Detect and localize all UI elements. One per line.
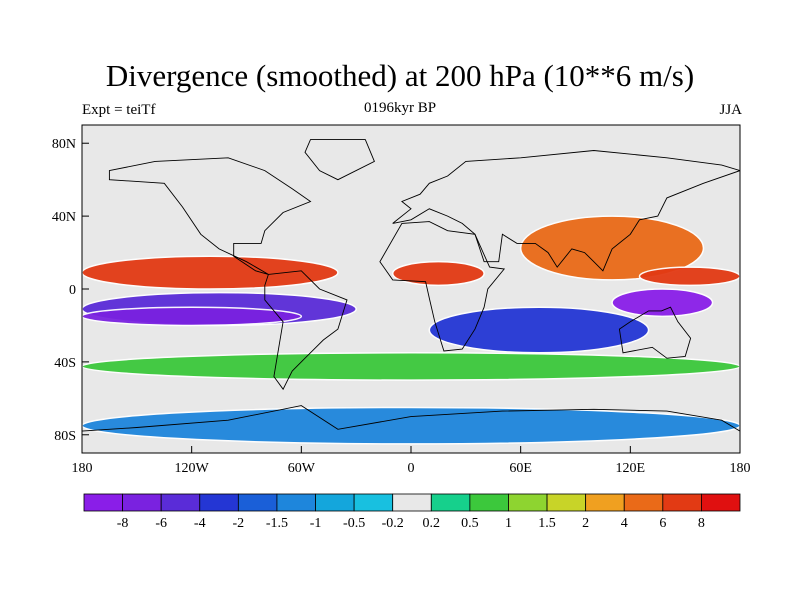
colorbar-label: -0.5 xyxy=(343,516,365,531)
colorbar-swatch-7 xyxy=(353,493,394,512)
x-tick-label: 120E xyxy=(616,461,646,476)
region-1 xyxy=(82,306,303,327)
region-5 xyxy=(519,215,705,281)
x-tick-label: 60W xyxy=(288,461,316,476)
colorbar-swatch-1 xyxy=(122,493,162,512)
colorbar-label: -1 xyxy=(310,516,322,531)
y-tick-label: 80S xyxy=(54,429,76,444)
colorbar-label: -2 xyxy=(233,516,245,531)
colorbar-swatch-9 xyxy=(430,493,471,512)
colorbar-swatch-0 xyxy=(83,493,123,512)
colorbar-swatch-8 xyxy=(392,493,432,512)
region-2 xyxy=(82,255,339,290)
x-tick-label: 0 xyxy=(408,461,415,476)
y-tick-label: 40N xyxy=(52,210,76,225)
colorbar-label: -1.5 xyxy=(266,516,288,531)
colorbar-label: -0.2 xyxy=(382,516,404,531)
colorbar-swatch-5 xyxy=(276,493,316,512)
colorbar-label: 1.5 xyxy=(538,516,556,531)
region-8 xyxy=(82,352,740,381)
colorbar-swatch-14 xyxy=(623,493,664,512)
time-label: 0196kyr BP xyxy=(363,100,437,116)
coastline-3 xyxy=(392,150,740,272)
coastline-2 xyxy=(264,270,348,391)
colorbar-label: 8 xyxy=(698,516,705,531)
contour-field xyxy=(82,125,740,453)
colorbar-swatch-3 xyxy=(199,493,239,512)
colorbar-swatch-6 xyxy=(315,493,355,512)
colorbar-label: 1 xyxy=(505,516,512,531)
colorbar-label: 0.5 xyxy=(461,516,479,531)
coastline-4 xyxy=(379,221,506,352)
colorbar-swatch-10 xyxy=(469,493,509,512)
coastline-1 xyxy=(304,139,375,181)
chart-title: Divergence (smoothed) at 200 hPa (10**6 … xyxy=(105,58,695,93)
colorbar-swatch-4 xyxy=(237,493,278,512)
region-7 xyxy=(611,288,714,318)
colorbar-swatch-2 xyxy=(160,493,201,512)
colorbar-swatch-15 xyxy=(662,493,702,512)
colorbar-swatch-11 xyxy=(508,493,548,512)
colorbar-swatch-16 xyxy=(701,493,741,512)
colorbar-label: 0.2 xyxy=(423,516,441,531)
colorbar-label: -4 xyxy=(194,516,206,531)
experiment-label: Expt = teiTf xyxy=(82,102,156,118)
season-label: JJA xyxy=(719,102,742,118)
colorbar-label: 2 xyxy=(582,516,589,531)
colorbar-label: -8 xyxy=(117,516,129,531)
y-tick-label: 40S xyxy=(54,356,76,371)
y-tick-label: 0 xyxy=(69,283,76,298)
region-6 xyxy=(638,266,740,287)
coastline-0 xyxy=(108,157,312,275)
y-tick-label: 80N xyxy=(52,137,76,152)
colorbar: -8 -6 -4 -2 -1.5 -1 -0.5 -0.2 0.2 0.5 1 1.5 2 4 6 8 xyxy=(83,493,741,531)
coastline-6 xyxy=(82,405,740,453)
coastline-5 xyxy=(618,306,692,359)
colorbar-label: -6 xyxy=(155,516,167,531)
colorbar-label: 6 xyxy=(659,516,666,531)
x-tick-label: 180 xyxy=(72,461,93,476)
colorbar-swatch-13 xyxy=(585,493,625,512)
colorbar-swatch-12 xyxy=(546,493,587,512)
axis-ticks: 180 120W 60W 0 60E 120E 180 80N 40N 0 40S 80S xyxy=(52,137,751,476)
x-tick-label: 60E xyxy=(509,461,532,476)
colorbar-label: 4 xyxy=(621,516,628,531)
region-9 xyxy=(82,406,740,445)
region-4 xyxy=(428,306,650,354)
x-tick-label: 180 xyxy=(730,461,751,476)
coastlines xyxy=(82,139,740,453)
region-3 xyxy=(391,260,485,287)
x-tick-label: 120W xyxy=(175,461,210,476)
